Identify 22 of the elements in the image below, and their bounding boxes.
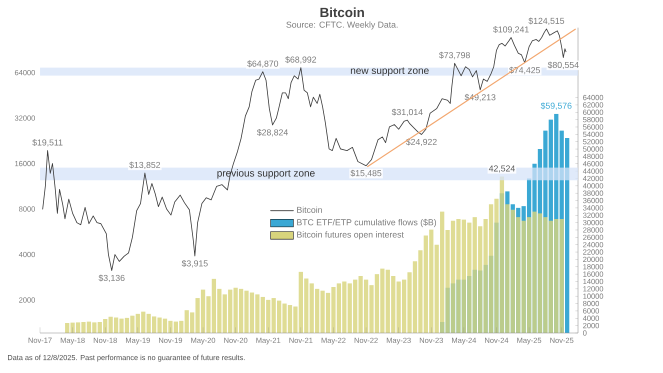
data-label: $109,241 — [493, 26, 529, 34]
legend-label: BTC ETF/ETP cumulative flows ($B) — [297, 218, 436, 228]
data-label: $80,554 — [548, 62, 579, 70]
legend-label: Bitcoin — [297, 206, 322, 213]
data-label: 42,524 — [488, 165, 515, 173]
data-label: $73,798 — [439, 52, 470, 60]
data-label: $59,576 — [540, 102, 572, 110]
data-label: $15,485 — [350, 170, 382, 178]
data-label: $124,515 — [528, 17, 564, 25]
data-label: $3,915 — [182, 260, 208, 268]
data-label: $64,870 — [247, 60, 278, 68]
chart-title: Bitcoin — [320, 7, 364, 18]
data-label: $31,014 — [392, 108, 423, 116]
band-label: new support zone — [350, 67, 429, 76]
data-label: $13,852 — [129, 162, 160, 170]
legend-label: Bitcoin futures open interest — [297, 231, 404, 240]
data-label: $28,824 — [256, 128, 288, 136]
data-label: $24,922 — [406, 138, 437, 146]
chart-subtitle: Source: CFTC. Weekly Data. — [286, 21, 398, 30]
data-label: $19,511 — [32, 139, 62, 147]
data-label: $68,992 — [285, 56, 316, 64]
data-label: $3,136 — [98, 274, 125, 282]
